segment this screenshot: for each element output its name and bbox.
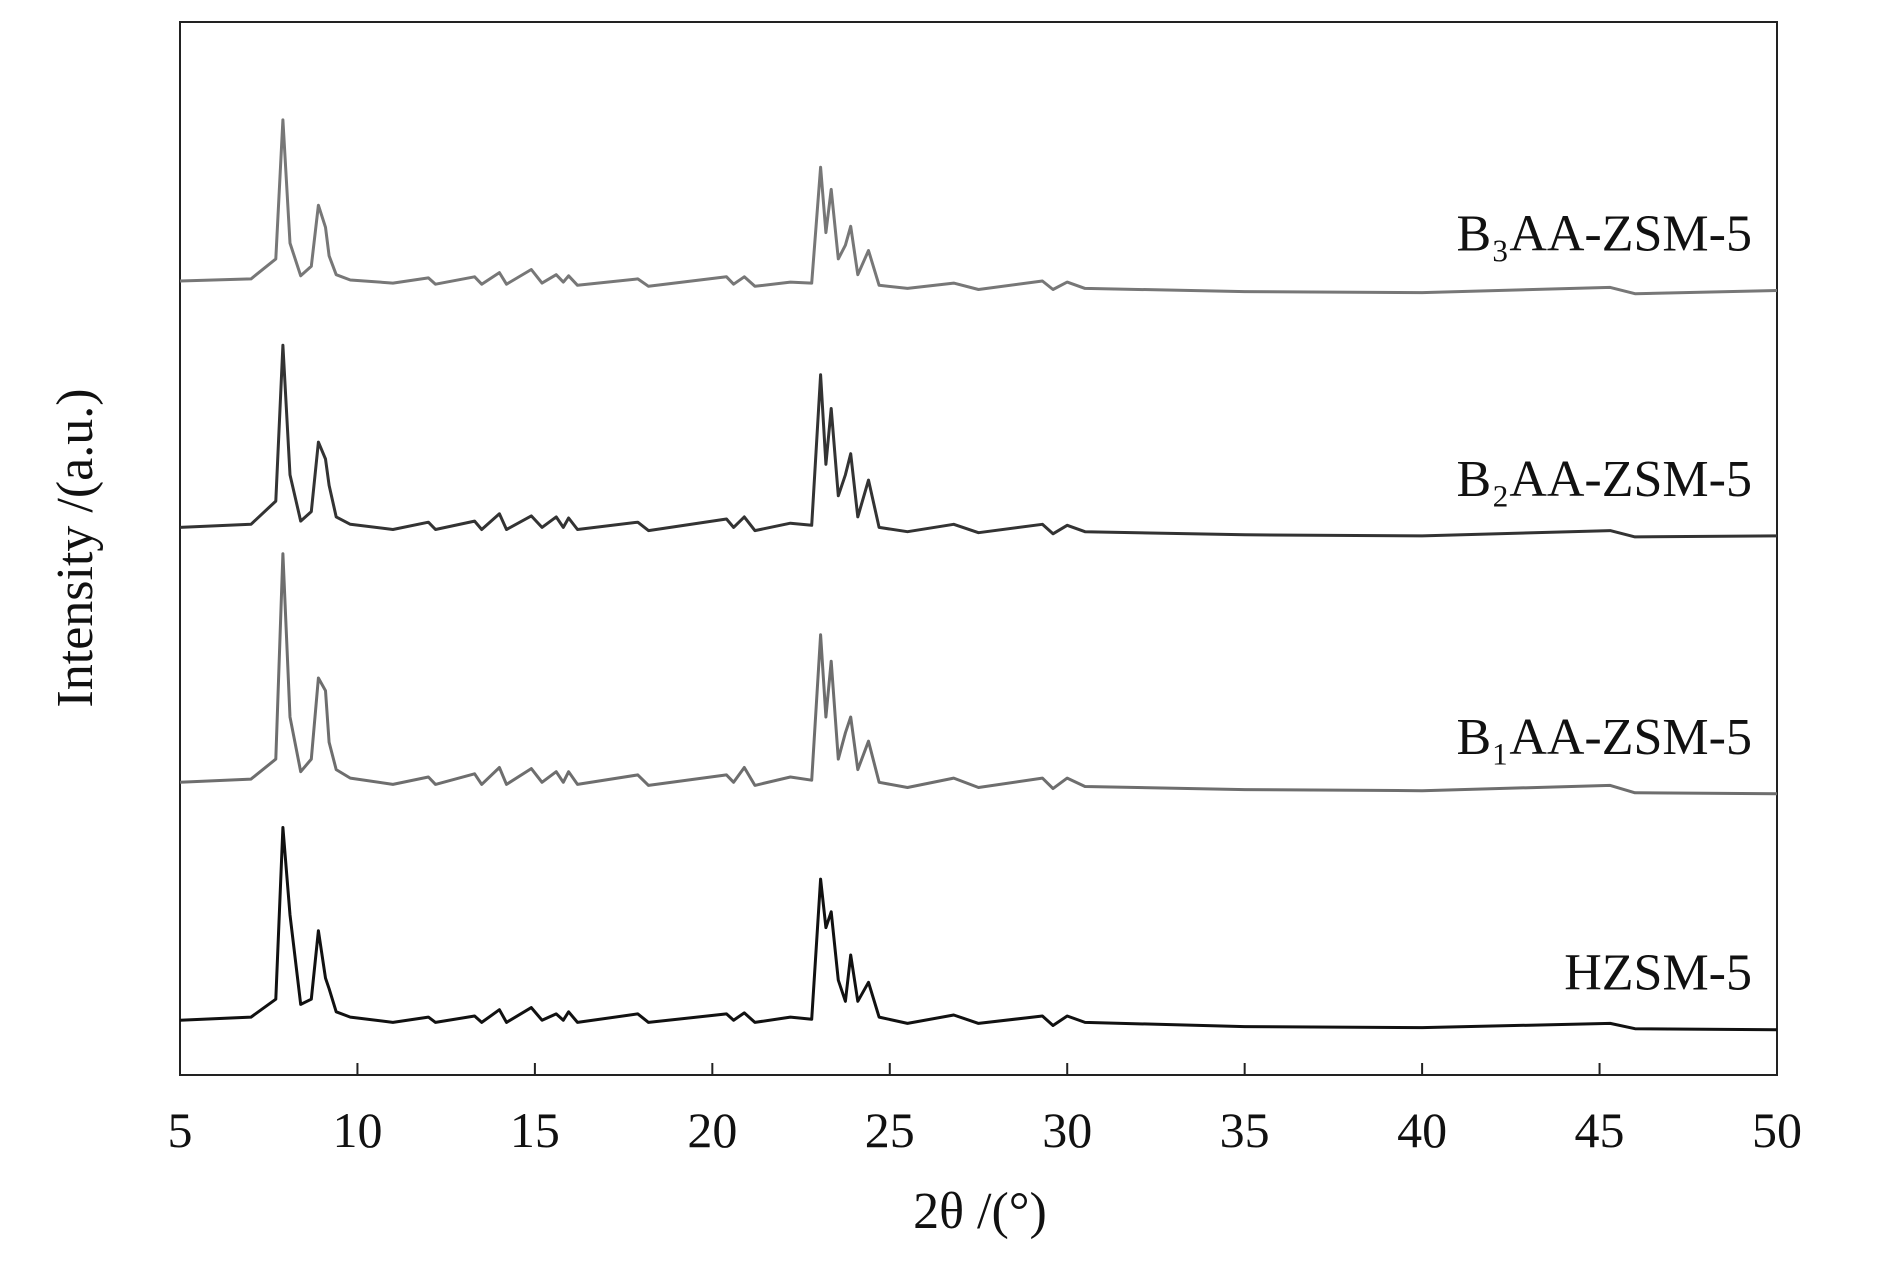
x-tick-label: 15 [510,1102,560,1158]
series-label: B₁AA-ZSM-5 [1457,709,1752,766]
xrd-pattern [179,118,1778,296]
y-axis-label: Intensity /(a.u.) [47,388,104,707]
x-tick-label: 35 [1220,1102,1270,1158]
x-tick-label: 30 [1042,1102,1092,1158]
xrd-pattern [179,343,1778,539]
x-tick-label: 10 [332,1102,382,1158]
x-tick-label: 25 [865,1102,915,1158]
series-label: B₃AA-ZSM-5 [1457,206,1752,263]
x-tick-label: 40 [1397,1102,1447,1158]
x-tick-label: 50 [1752,1102,1802,1158]
xrd-pattern [179,826,1778,1032]
x-axis-label: 2θ /(°) [913,1183,1047,1240]
plot-frame [179,21,1778,1076]
x-tick-label: 45 [1575,1102,1625,1158]
series-label: B₂AA-ZSM-5 [1457,451,1752,508]
x-tick-label: 5 [168,1102,193,1158]
x-tick-label: 20 [687,1102,737,1158]
series-label: HZSM-5 [1564,945,1752,1002]
xrd-pattern [179,552,1778,796]
